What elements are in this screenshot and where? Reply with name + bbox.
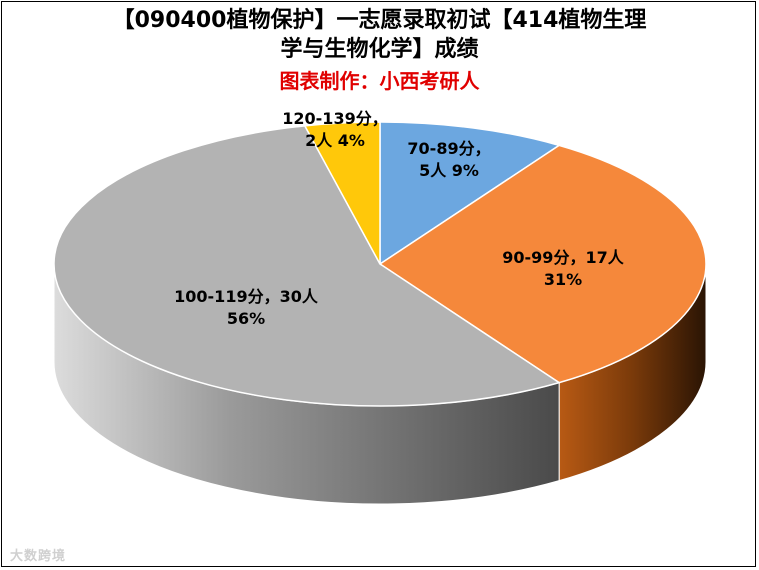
data-label-120-139分: 120-139分， 2人 4% — [282, 109, 387, 150]
data-label-100-119分: 100-119分，30人 56% — [174, 287, 319, 328]
pie-slice-90-99分[interactable] — [378, 144, 707, 384]
pie-slice-70-89分[interactable] — [379, 121, 561, 266]
pie-labels: 70-89分， 5人 9% 90-99分，17人 31% 100-119分，30人 56%… — [174, 109, 625, 328]
pie-slices — [53, 121, 707, 407]
chart-credit: 图表制作：小西考研人 — [279, 69, 480, 93]
data-label-90-99分: 90-99分，17人 31% — [502, 248, 624, 289]
pie-slice-100-119分[interactable] — [53, 125, 561, 407]
chart-title-line-1: 【090400植物保护】一志愿录取初试【414植物生理 — [112, 8, 647, 33]
chart-title-line-2: 学与生物化学】成绩 — [280, 37, 479, 62]
data-label-70-89分: 70-89分， 5人 9% — [407, 139, 490, 180]
watermark: 大数跨境 — [10, 549, 67, 564]
pie-slice-120-139分[interactable] — [303, 121, 381, 265]
